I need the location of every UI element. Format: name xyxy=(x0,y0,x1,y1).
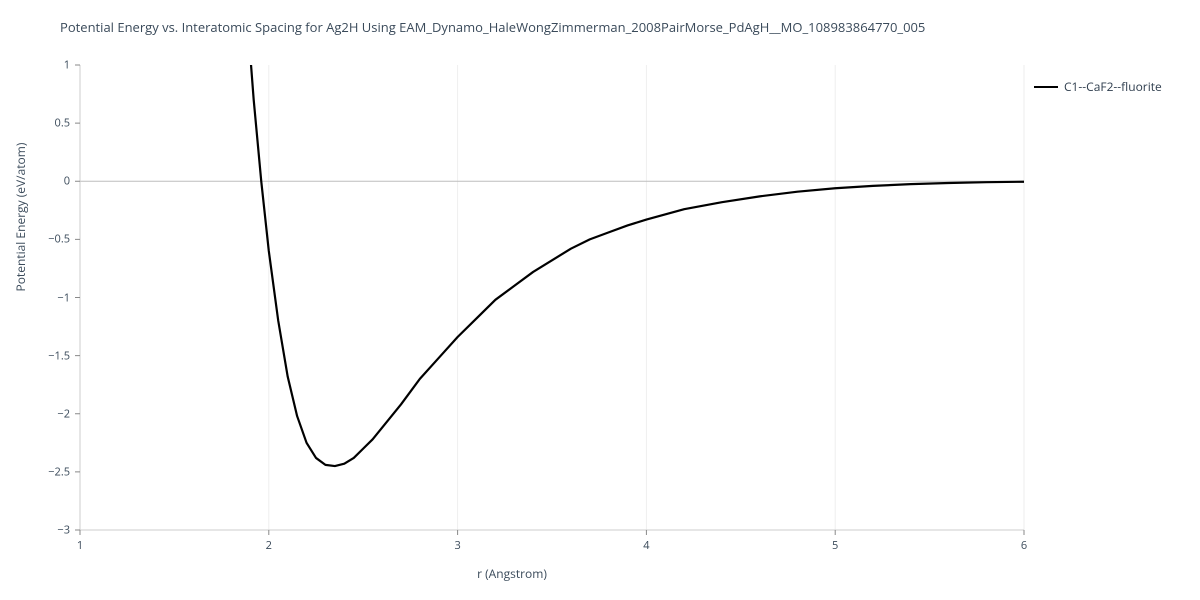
x-tick-label: 1 xyxy=(77,538,83,553)
legend-item[interactable]: C1--CaF2--fluorite xyxy=(1034,78,1162,95)
x-tick-label: 6 xyxy=(1021,538,1027,553)
series-line[interactable] xyxy=(240,0,1024,466)
y-tick-label: −1 xyxy=(40,290,70,305)
y-tick-label: −2 xyxy=(40,406,70,421)
y-tick-label: 0 xyxy=(40,174,70,189)
x-tick-label: 5 xyxy=(832,538,838,553)
x-tick-label: 3 xyxy=(454,538,460,553)
legend-label: C1--CaF2--fluorite xyxy=(1064,78,1162,95)
plot-area[interactable] xyxy=(0,0,1200,600)
legend-swatch xyxy=(1034,86,1058,88)
chart-container: Potential Energy vs. Interatomic Spacing… xyxy=(0,0,1200,600)
y-tick-label: 0.5 xyxy=(40,116,70,131)
y-tick-label: −1.5 xyxy=(40,348,70,363)
y-tick-label: −2.5 xyxy=(40,464,70,479)
y-tick-label: 1 xyxy=(40,58,70,73)
x-tick-label: 2 xyxy=(266,538,272,553)
x-tick-label: 4 xyxy=(643,538,649,553)
y-tick-label: −3 xyxy=(40,523,70,538)
y-tick-label: −0.5 xyxy=(40,232,70,247)
